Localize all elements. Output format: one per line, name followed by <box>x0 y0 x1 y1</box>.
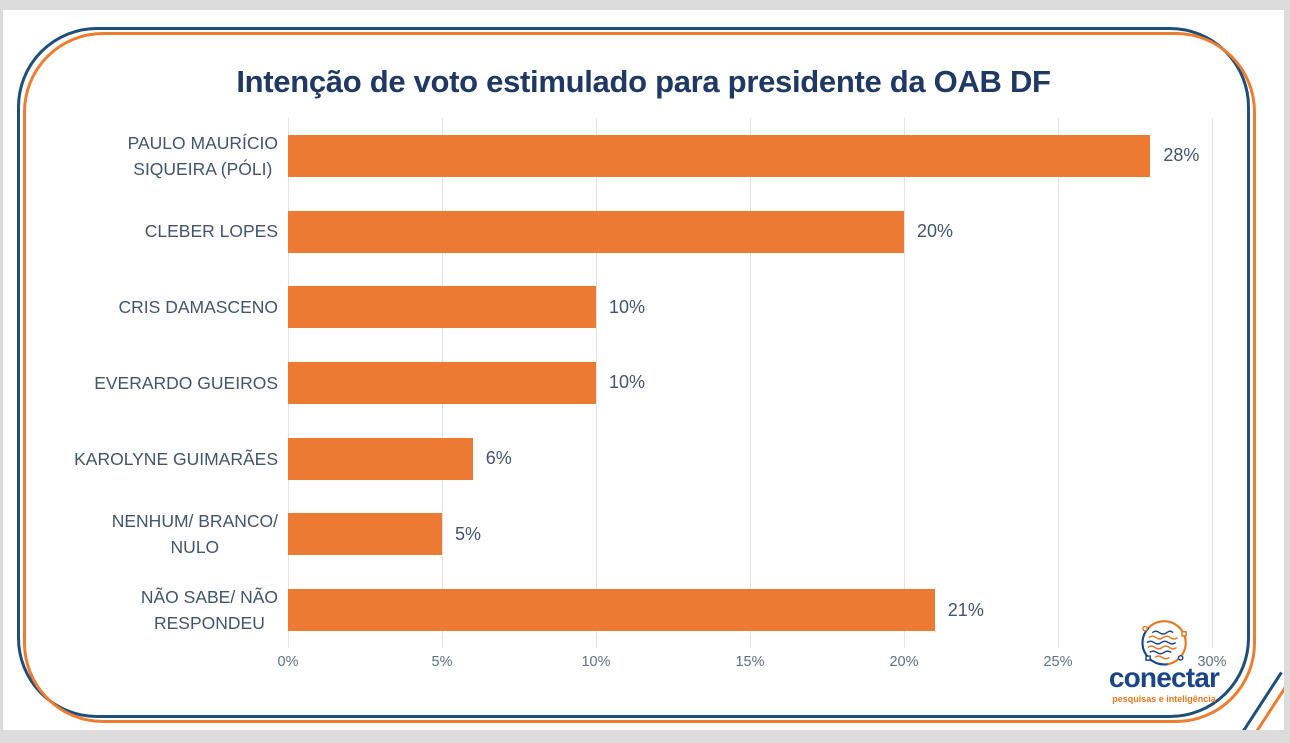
bar <box>288 286 596 329</box>
category-labels: PAULO MAURÍCIO SIQUEIRA (PÓLI) CLEBER LOP… <box>58 118 278 648</box>
bar <box>288 513 442 556</box>
bar-value-label: 6% <box>485 448 512 469</box>
category-row: PAULO MAURÍCIO SIQUEIRA (PÓLI) <box>58 118 278 194</box>
bar <box>288 361 596 404</box>
category-label: KAROLYNE GUIMARÃES <box>74 448 278 469</box>
bar <box>288 210 904 253</box>
x-tick-label: 30% <box>1197 654 1227 670</box>
bar-value-label: 5% <box>454 523 481 544</box>
x-tick-label: 10% <box>581 654 611 670</box>
category-label: EVERARDO GUEIROS <box>94 372 278 393</box>
category-label: PAULO MAURÍCIO SIQUEIRA (PÓLI) <box>127 132 278 179</box>
gridline <box>1058 118 1059 648</box>
gridline <box>903 118 905 648</box>
category-label: NÃO SABE/ NÃO RESPONDEU <box>140 586 278 634</box>
bar-row: 10% <box>288 345 1212 421</box>
bar-value-label: 20% <box>916 221 954 242</box>
conectar-scribble-icon <box>1141 620 1187 666</box>
x-axis-ticks: 0% 5% 10% 15% 20% 25% 30% <box>278 654 1227 676</box>
gridline <box>595 118 597 648</box>
bar <box>288 134 1151 177</box>
x-tick-label: 25% <box>1043 654 1073 670</box>
bar-row: 21% <box>288 572 1212 648</box>
bar <box>288 437 473 480</box>
frame-border-blue <box>17 27 1250 718</box>
logo-tagline-text: pesquisas e inteligência <box>1112 694 1216 704</box>
bar-row: 10% <box>288 269 1212 345</box>
x-tick-label: 0% <box>277 654 299 670</box>
gridline <box>750 118 751 648</box>
category-row: EVERARDO GUEIROS <box>58 345 278 421</box>
category-row: CRIS DAMASCENO <box>58 269 278 345</box>
bar <box>288 589 935 632</box>
x-tick-label: 20% <box>889 654 919 670</box>
category-label: NENHUM/ BRANCO/ NULO <box>111 511 278 558</box>
category-row: NENHUM/ BRANCO/ NULO <box>58 497 278 573</box>
bar-row: 20% <box>288 194 1212 270</box>
slide: Intenção de voto estimulado para preside… <box>3 10 1284 730</box>
logo-brand-text: conectar <box>1108 662 1220 693</box>
bar-value-label: 28% <box>1163 145 1200 166</box>
bar-value-label: 21% <box>947 599 984 620</box>
category-row: KAROLYNE GUIMARÃES <box>58 421 278 497</box>
x-tick-label: 5% <box>431 654 453 670</box>
category-row: NÃO SABE/ NÃO RESPONDEU <box>58 572 278 648</box>
bar-value-label: 10% <box>608 296 646 317</box>
conectar-logo: conectar pesquisas e inteligência <box>1091 616 1237 704</box>
plot-area: 28% 20% 10% 10% 6% 5% 21% <box>288 118 1213 648</box>
x-tick-label: 15% <box>735 654 765 670</box>
category-label: CLEBER LOPES <box>144 221 278 242</box>
gridline <box>1212 118 1213 648</box>
page-title: Intenção de voto estimulado para preside… <box>236 63 1051 99</box>
category-label: CRIS DAMASCENO <box>118 297 278 318</box>
bar-value-label: 10% <box>608 372 646 393</box>
frame-border-orange <box>23 32 1256 723</box>
bar-row: 28% <box>288 118 1212 194</box>
bar-row: 6% <box>288 421 1212 497</box>
bar-row: 5% <box>288 497 1212 573</box>
category-row: CLEBER LOPES <box>58 194 278 270</box>
